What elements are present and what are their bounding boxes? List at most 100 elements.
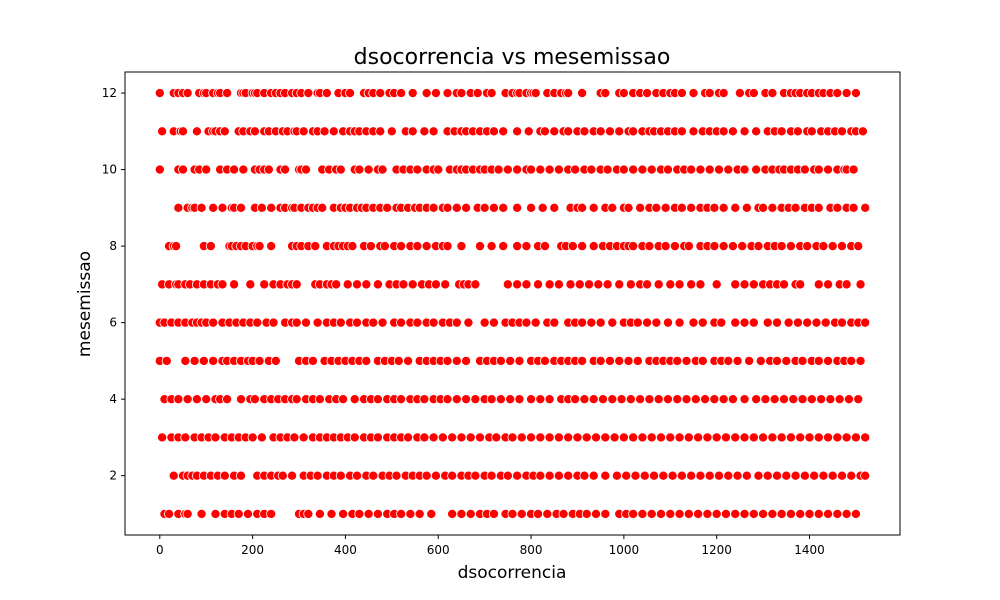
- data-point: [806, 394, 817, 405]
- data-point: [398, 279, 409, 290]
- data-point: [412, 164, 423, 175]
- data-point: [709, 241, 720, 252]
- data-point: [375, 126, 386, 137]
- data-point: [372, 394, 383, 405]
- data-point: [419, 394, 430, 405]
- data-point: [792, 317, 803, 328]
- data-point: [407, 88, 418, 99]
- data-point: [651, 202, 662, 213]
- data-point: [802, 241, 813, 252]
- data-point: [697, 355, 708, 366]
- x-axis-label: dsocorrencia: [458, 563, 567, 583]
- data-point: [737, 241, 748, 252]
- data-point: [827, 241, 838, 252]
- data-point: [769, 394, 780, 405]
- data-point: [811, 317, 822, 328]
- data-point: [495, 394, 506, 405]
- data-point: [461, 394, 472, 405]
- data-point: [502, 279, 513, 290]
- data-point: [440, 279, 451, 290]
- data-point: [326, 508, 337, 519]
- data-point: [628, 432, 639, 443]
- data-point: [268, 317, 279, 328]
- data-point: [711, 279, 722, 290]
- data-point: [168, 470, 179, 481]
- data-point: [602, 279, 613, 290]
- data-point: [688, 126, 699, 137]
- data-point: [741, 470, 752, 481]
- data-point: [488, 126, 499, 137]
- data-point: [208, 317, 219, 328]
- data-point: [289, 432, 300, 443]
- data-point: [751, 394, 762, 405]
- data-point: [843, 394, 854, 405]
- data-point: [512, 126, 523, 137]
- data-point: [238, 164, 249, 175]
- data-point: [588, 470, 599, 481]
- data-point: [486, 470, 497, 481]
- data-point: [718, 88, 729, 99]
- data-point: [328, 126, 339, 137]
- data-point: [642, 317, 653, 328]
- data-point: [748, 508, 759, 519]
- data-point: [317, 202, 328, 213]
- data-point: [361, 279, 372, 290]
- data-point: [342, 279, 353, 290]
- data-point: [665, 508, 676, 519]
- data-point: [751, 164, 762, 175]
- data-point: [802, 317, 813, 328]
- data-point: [563, 88, 574, 99]
- data-point: [628, 508, 639, 519]
- data-point: [785, 432, 796, 443]
- data-point: [512, 241, 523, 252]
- data-point: [433, 164, 444, 175]
- data-point: [396, 508, 407, 519]
- data-point: [372, 432, 383, 443]
- data-point: [465, 432, 476, 443]
- data-point: [783, 317, 794, 328]
- data-point: [741, 202, 752, 213]
- data-point: [683, 508, 694, 519]
- data-point: [544, 279, 555, 290]
- data-point: [813, 432, 824, 443]
- data-point: [621, 470, 632, 481]
- data-point: [618, 88, 629, 99]
- data-point: [635, 202, 646, 213]
- data-point: [470, 394, 481, 405]
- data-point: [208, 202, 219, 213]
- data-point: [813, 164, 824, 175]
- data-point: [688, 317, 699, 328]
- data-point: [451, 394, 462, 405]
- data-point: [530, 317, 541, 328]
- data-point: [205, 241, 216, 252]
- data-point: [201, 394, 212, 405]
- data-point: [535, 164, 546, 175]
- data-point: [674, 508, 685, 519]
- data-point: [718, 394, 729, 405]
- data-point: [607, 202, 618, 213]
- data-point: [739, 508, 750, 519]
- data-point: [405, 508, 416, 519]
- data-point: [674, 432, 685, 443]
- data-point: [507, 508, 518, 519]
- data-point: [748, 88, 759, 99]
- data-point: [644, 394, 655, 405]
- data-point: [173, 202, 184, 213]
- data-point: [577, 88, 588, 99]
- data-point: [660, 202, 671, 213]
- data-point: [335, 164, 346, 175]
- data-point: [672, 355, 683, 366]
- data-point: [823, 355, 834, 366]
- data-point: [846, 470, 857, 481]
- data-point: [772, 317, 783, 328]
- data-point: [607, 317, 618, 328]
- data-point: [542, 508, 553, 519]
- data-point: [368, 470, 379, 481]
- data-point: [354, 508, 365, 519]
- data-point: [254, 355, 265, 366]
- data-point: [695, 470, 706, 481]
- data-point: [461, 355, 472, 366]
- data-point: [512, 470, 523, 481]
- data-point: [693, 508, 704, 519]
- data-point: [236, 394, 247, 405]
